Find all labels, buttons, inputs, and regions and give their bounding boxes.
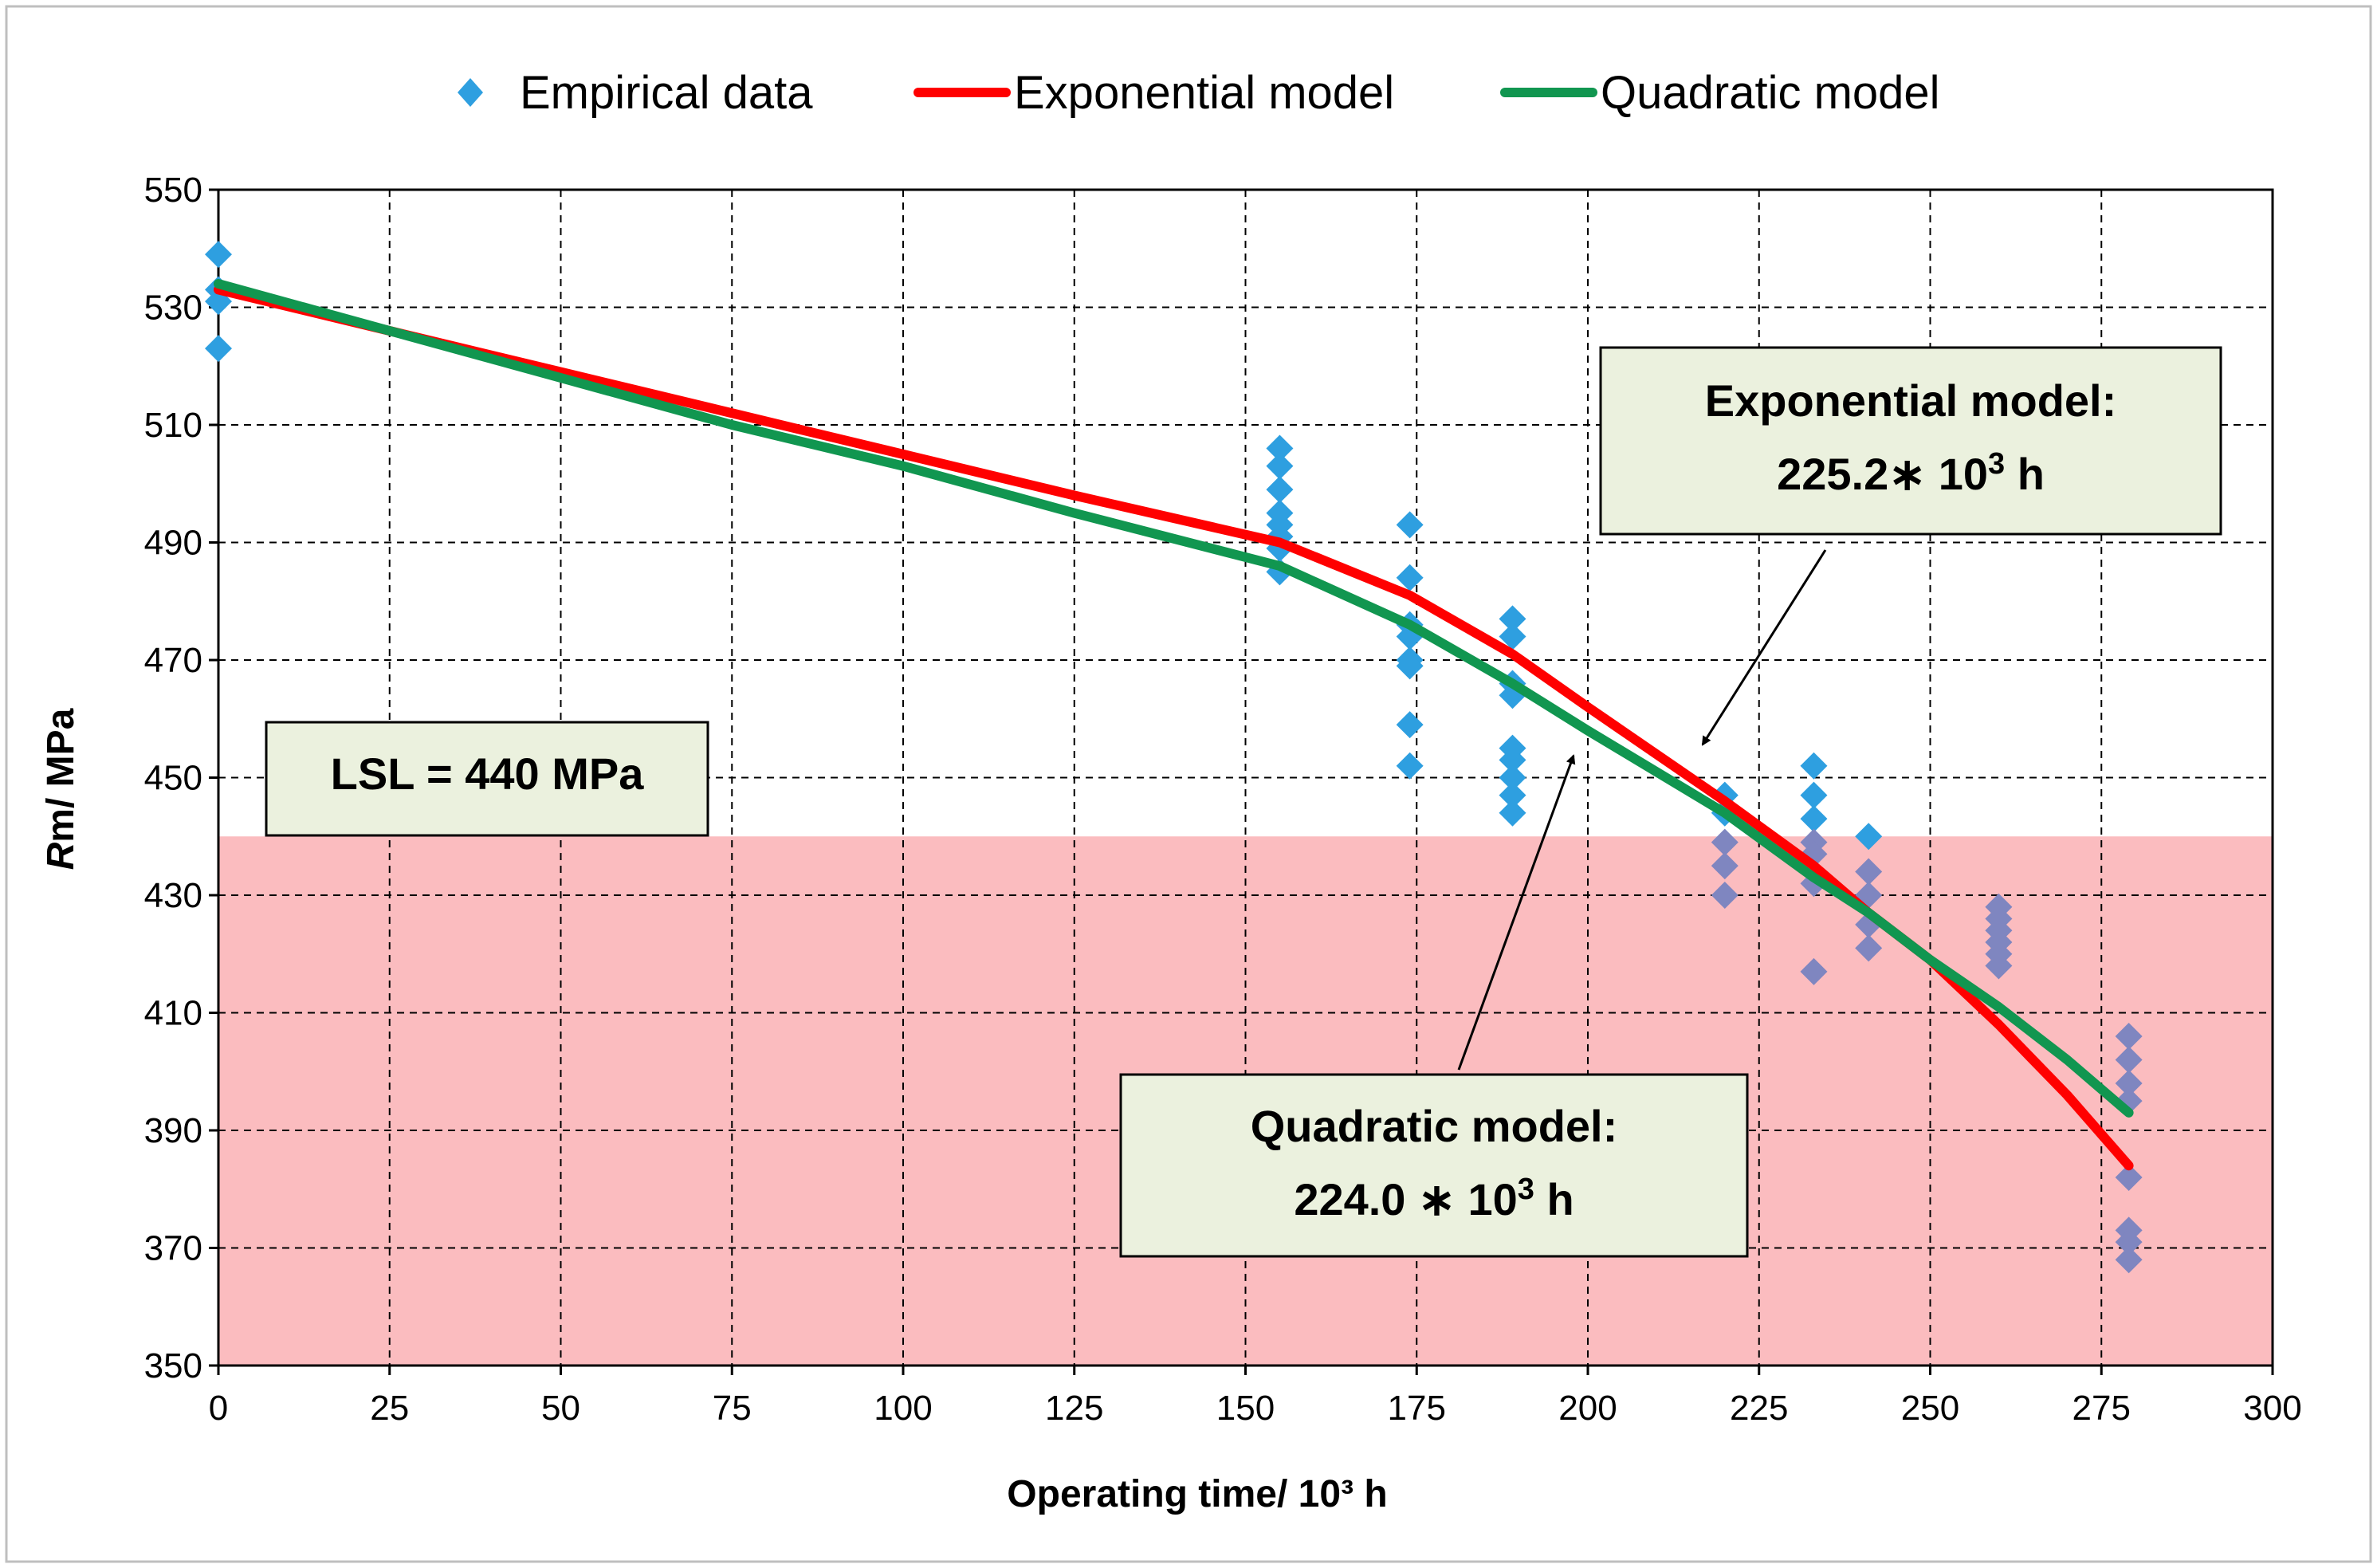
- y-tick-label: 550: [144, 171, 202, 210]
- x-tick-label: 250: [1901, 1389, 1959, 1428]
- legend-empirical-marker: [458, 78, 483, 107]
- legend-empirical-label: Empirical data: [520, 67, 813, 119]
- y-tick-label: 470: [144, 641, 202, 680]
- empirical-point: [2115, 1164, 2143, 1191]
- x-tick-label: 25: [370, 1389, 409, 1428]
- x-tick-label: 175: [1388, 1389, 1446, 1428]
- y-axis-title-rest: m/ MPa: [40, 708, 82, 842]
- x-tick-label: 125: [1045, 1389, 1103, 1428]
- quadratic-annotation-box: [1119, 1073, 1749, 1258]
- empirical-point: [2115, 1246, 2143, 1274]
- exponential-arrow: [1701, 549, 1827, 746]
- legend-exponential-label: Exponential model: [1014, 67, 1394, 119]
- x-tick-label: 150: [1216, 1389, 1275, 1428]
- empirical-point: [1396, 711, 1424, 739]
- empirical-point: [1499, 781, 1526, 809]
- x-tick-label: 50: [541, 1389, 580, 1428]
- lsl-annotation-text: LSL = 440 MPa: [331, 749, 645, 799]
- empirical-point: [1800, 752, 1828, 780]
- y-tick-label: 510: [144, 406, 202, 445]
- empirical-point: [1855, 934, 1883, 962]
- empirical-point: [1711, 852, 1739, 880]
- empirical-point: [1396, 511, 1424, 539]
- lsl-annotation-box: [265, 721, 709, 837]
- empirical-point: [1800, 957, 1828, 985]
- empirical-point: [1800, 781, 1828, 809]
- x-tick-label: 225: [1730, 1389, 1788, 1428]
- quadratic-arrow: [1457, 754, 1576, 1071]
- quadratic-annotation-line2: 224.0 ∗ 103 h: [1294, 1173, 1574, 1224]
- quadratic-annotation: Quadratic model: 224.0 ∗ 103 h: [1119, 1073, 1749, 1258]
- y-tick-label: 430: [144, 876, 202, 915]
- y-tick-label: 530: [144, 289, 202, 328]
- y-axis-title: Rm/ MPa: [40, 708, 82, 870]
- empirical-point: [1499, 764, 1526, 792]
- x-tick-label: 275: [2073, 1389, 2131, 1428]
- legend: Empirical data Exponential model Quadrat…: [458, 67, 1940, 119]
- empirical-point: [1396, 752, 1424, 780]
- empirical-point: [2115, 1070, 2143, 1097]
- empirical-point: [1266, 452, 1294, 480]
- x-tick-label: 75: [713, 1389, 752, 1428]
- empirical-point: [1800, 805, 1828, 833]
- lsl-annotation: LSL = 440 MPa: [265, 721, 709, 837]
- empirical-point: [1711, 828, 1739, 856]
- empirical-point: [1266, 434, 1294, 462]
- empirical-point: [2115, 1228, 2143, 1256]
- empirical-point: [1396, 652, 1424, 680]
- empirical-point: [205, 335, 232, 363]
- empirical-point: [1499, 623, 1526, 650]
- exponential-annotation: Exponential model: 225.2∗ 103 h: [1599, 346, 2222, 536]
- exponential-annotation-line1: Exponential model:: [1705, 375, 2117, 426]
- empirical-point: [1985, 952, 2013, 980]
- x-tick-label: 0: [209, 1389, 228, 1428]
- empirical-point: [1266, 476, 1294, 504]
- y-tick-label: 490: [144, 524, 202, 563]
- x-tick-label: 200: [1558, 1389, 1617, 1428]
- empirical-point: [1499, 799, 1526, 827]
- empirical-points: [205, 241, 2143, 1274]
- x-axis-title: Operating time/ 10³ h: [1007, 1473, 1387, 1515]
- y-tick-label: 350: [144, 1346, 202, 1385]
- empirical-point: [1396, 564, 1424, 591]
- y-tick-labels: 350 370 390 410 430 450 470 490 510 530 550: [144, 171, 218, 1385]
- x-tick-labels: 0 25 50 75 100 125 150 175 200 225 250 275 300: [209, 1366, 2302, 1428]
- quadratic-model-line: [214, 279, 2134, 1118]
- exponential-annotation-box: [1599, 346, 2222, 536]
- empirical-point: [1855, 858, 1883, 886]
- exponential-annotation-line2: 225.2∗ 103 h: [1777, 447, 2045, 499]
- y-tick-label: 390: [144, 1111, 202, 1150]
- quadratic-annotation-line1: Quadratic model:: [1251, 1101, 1618, 1151]
- empirical-point: [1855, 823, 1883, 851]
- y-axis-title-italic: R: [40, 842, 82, 870]
- empirical-point: [205, 241, 232, 269]
- empirical-point: [2115, 1023, 2143, 1050]
- y-tick-label: 370: [144, 1229, 202, 1268]
- empirical-point: [1499, 605, 1526, 633]
- y-tick-label: 410: [144, 994, 202, 1033]
- legend-quadratic-label: Quadratic model: [1601, 67, 1940, 119]
- empirical-point: [1711, 882, 1739, 909]
- y-tick-label: 450: [144, 759, 202, 798]
- exponential-model-line: [214, 285, 2134, 1171]
- x-tick-label: 300: [2243, 1389, 2301, 1428]
- empirical-point: [2115, 1046, 2143, 1074]
- model-lines: [214, 279, 2134, 1171]
- empirical-point: [1499, 746, 1526, 774]
- x-tick-label: 100: [874, 1389, 932, 1428]
